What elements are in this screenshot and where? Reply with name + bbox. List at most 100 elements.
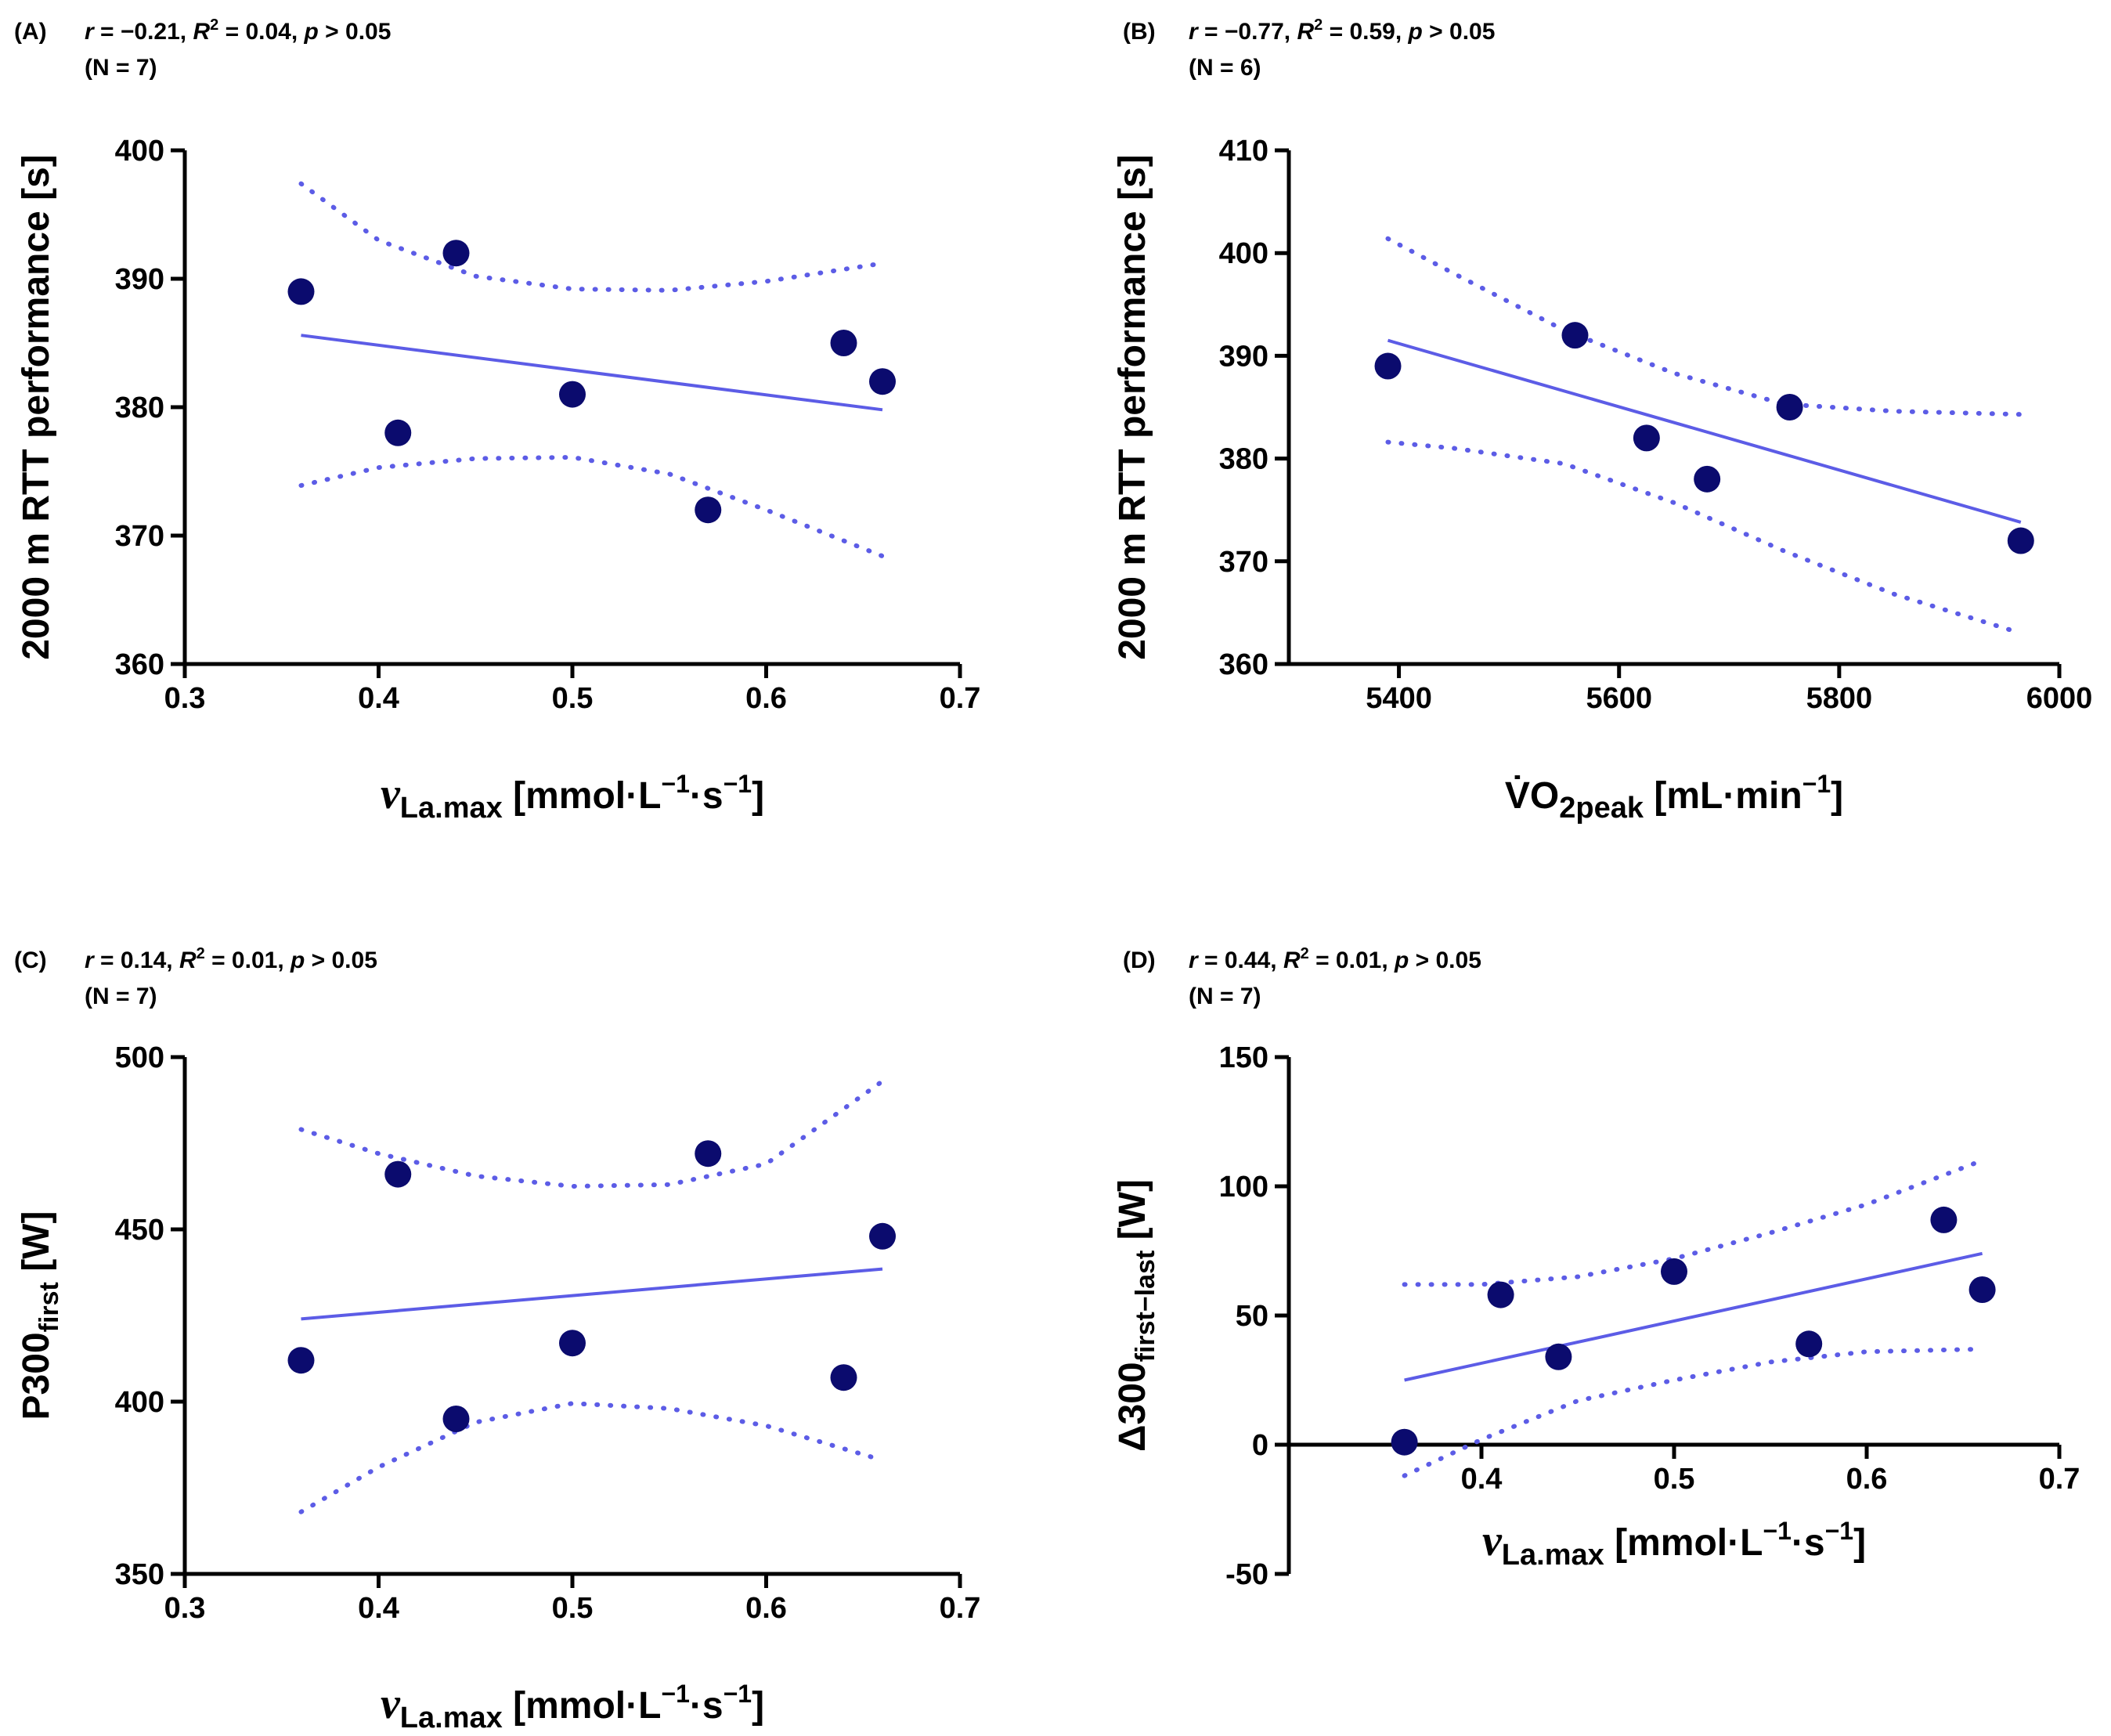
y-tick-label: 390 <box>115 263 164 296</box>
ci-upper-band <box>1402 1158 1985 1287</box>
y-axis-title: Δ300first−last [W] <box>1112 1179 1160 1452</box>
data-point <box>1776 394 1803 420</box>
data-point <box>1795 1330 1823 1358</box>
data-point <box>559 1330 586 1357</box>
y-tick-label: 150 <box>1219 1041 1268 1074</box>
y-axis-title: P300first [W] <box>16 1211 64 1420</box>
panel-label: (C) <box>14 947 47 973</box>
y-tick-label: 380 <box>1219 443 1268 476</box>
data-point <box>869 368 896 395</box>
data-point <box>559 381 586 408</box>
x-tick-label: 0.3 <box>164 682 206 715</box>
y-tick-label: 390 <box>1219 340 1268 373</box>
ci-lower-band <box>1385 439 2023 636</box>
data-point <box>1374 352 1402 380</box>
regression-line <box>1387 338 2022 524</box>
y-tick-label: 350 <box>115 1558 164 1591</box>
sample-size-label: (N = 7) <box>85 983 157 1009</box>
regression-line <box>301 1267 883 1321</box>
sample-size-label: (N = 7) <box>1189 983 1261 1009</box>
data-point <box>830 330 857 356</box>
y-tick-label: 360 <box>1219 648 1268 681</box>
y-tick-label: 500 <box>115 1041 164 1074</box>
data-point <box>1391 1428 1418 1456</box>
x-tick-label: 0.4 <box>1461 1463 1503 1496</box>
x-tick-label: 6000 <box>2026 682 2093 715</box>
data-point <box>1561 322 1589 349</box>
data-point <box>287 1347 315 1374</box>
data-point <box>442 1406 470 1432</box>
data-point <box>830 1364 857 1391</box>
x-tick-label: 0.7 <box>940 1592 981 1625</box>
panel-3: (C) r = 0.14, R2 = 0.01, p > 0.05 (N = 7) 3… <box>14 945 980 1734</box>
panel-1: (A) r = −0.21, R2 = 0.04, p > 0.05 (N = 7)… <box>14 16 980 825</box>
y-axis-title: 2000 m RTT performance [s] <box>1112 154 1153 660</box>
x-axis-title: vLa.max [mmol·L−1·s−1] <box>381 1680 764 1734</box>
panel-label: (A) <box>14 19 47 45</box>
data-point <box>1694 465 1721 493</box>
panel-label: (B) <box>1123 19 1156 45</box>
y-tick-label: 380 <box>115 392 164 424</box>
data-point <box>695 496 722 524</box>
y-tick-label: 400 <box>115 1386 164 1419</box>
x-tick-label: 0.5 <box>552 1592 594 1625</box>
stats-line: r = −0.77, R2 = 0.59, p > 0.05 <box>1189 16 1495 45</box>
data-point <box>1545 1343 1572 1370</box>
ci-lower-band <box>298 1401 885 1514</box>
x-tick-label: 0.7 <box>2039 1463 2080 1496</box>
x-tick-label: 0.6 <box>745 682 787 715</box>
x-tick-label: 0.5 <box>552 682 594 715</box>
x-tick-label: 5600 <box>1586 682 1652 715</box>
x-tick-label: 0.4 <box>358 682 399 715</box>
x-tick-label: 5800 <box>1806 682 1873 715</box>
data-point <box>1930 1206 1958 1233</box>
data-point <box>1487 1281 1514 1308</box>
y-tick-label: 100 <box>1219 1171 1268 1204</box>
y-tick-label: 410 <box>1219 135 1268 168</box>
ci-lower-band <box>1402 1346 1985 1478</box>
x-tick-label: 0.5 <box>1654 1463 1695 1496</box>
y-tick-label: 360 <box>115 648 164 681</box>
y-tick-label: 450 <box>115 1214 164 1247</box>
panel-label: (D) <box>1123 947 1156 973</box>
ci-upper-band <box>1385 236 2023 417</box>
ci-lower-band <box>298 454 885 559</box>
stats-line: r = 0.44, R2 = 0.01, p > 0.05 <box>1189 945 1481 973</box>
y-tick-label: -50 <box>1225 1558 1268 1591</box>
data-point <box>442 240 470 267</box>
data-point <box>1968 1276 1996 1303</box>
x-tick-label: 0.7 <box>940 682 981 715</box>
x-tick-label: 0.6 <box>745 1592 787 1625</box>
panel-2: (B) r = −0.77, R2 = 0.59, p > 0.05 (N = 6)… <box>1112 16 2092 825</box>
data-point <box>2007 527 2034 554</box>
stats-line: r = 0.14, R2 = 0.01, p > 0.05 <box>85 945 377 973</box>
data-point <box>287 278 315 305</box>
stats-line: r = −0.21, R2 = 0.04, p > 0.05 <box>85 16 391 45</box>
regression-line <box>1404 1251 1983 1382</box>
panel-4: (D) r = 0.44, R2 = 0.01, p > 0.05 (N = 7) -… <box>1112 945 2080 1591</box>
x-tick-label: 0.3 <box>164 1592 206 1625</box>
x-tick-label: 5400 <box>1366 682 1432 715</box>
sample-size-label: (N = 6) <box>1189 55 1261 81</box>
y-axis-title: 2000 m RTT performance [s] <box>16 154 57 660</box>
data-point <box>384 1160 412 1188</box>
x-axis-title: V̇O2peak [mL·min−1] <box>1505 770 1843 825</box>
y-tick-label: 400 <box>1219 237 1268 270</box>
y-tick-label: 370 <box>115 520 164 553</box>
data-point <box>1633 424 1660 452</box>
x-axis-title: vLa.max [mmol·L−1·s−1] <box>1482 1517 1866 1572</box>
ci-upper-band <box>298 181 885 293</box>
data-point <box>1661 1258 1687 1285</box>
data-point <box>384 419 412 446</box>
y-tick-label: 0 <box>1252 1429 1268 1462</box>
y-tick-label: 50 <box>1236 1300 1268 1333</box>
y-tick-label: 370 <box>1219 546 1268 579</box>
x-tick-label: 0.4 <box>358 1592 399 1625</box>
x-tick-label: 0.6 <box>1846 1463 1888 1496</box>
y-tick-label: 400 <box>115 135 164 168</box>
ci-upper-band <box>298 1078 885 1189</box>
regression-line <box>301 334 883 412</box>
x-axis-title: vLa.max [mmol·L−1·s−1] <box>381 770 764 825</box>
sample-size-label: (N = 7) <box>85 55 157 81</box>
